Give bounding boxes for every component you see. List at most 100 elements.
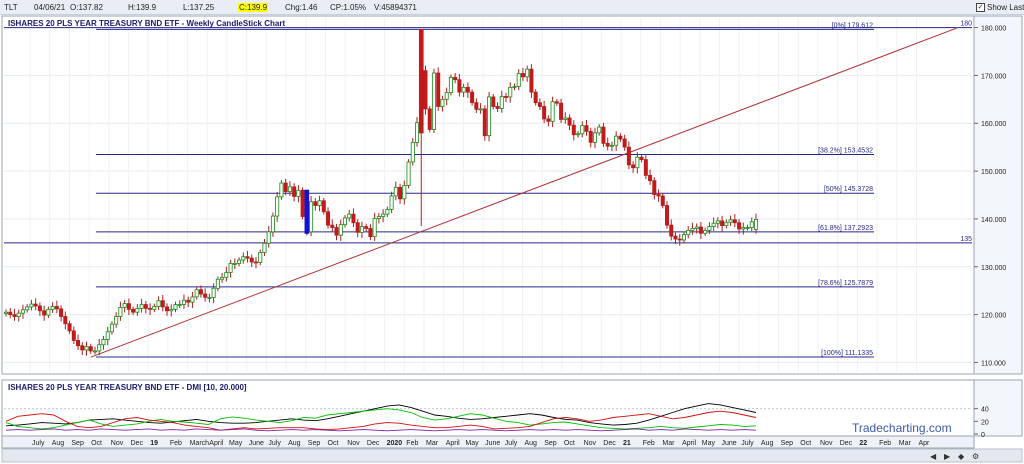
date-tick-label: Oct: [328, 440, 339, 447]
candle-up: [270, 215, 275, 233]
date-axis-strip: [1, 435, 975, 449]
candle-up: [266, 231, 271, 244]
candle-up: [431, 72, 436, 130]
date-tick-label: Aug: [52, 440, 65, 447]
candle-down: [643, 159, 648, 176]
candle-down: [436, 72, 441, 107]
candle-up: [237, 259, 242, 264]
candle-up: [224, 272, 229, 278]
candle-up: [440, 98, 445, 107]
settings-icon[interactable]: ⚙: [972, 452, 979, 461]
candle-down: [567, 117, 572, 126]
price-tick-label: 140.000: [981, 217, 1006, 224]
candle-down: [330, 224, 335, 228]
candle-down: [321, 200, 326, 213]
candle-up: [338, 224, 343, 236]
scroll-left-icon[interactable]: ◀: [930, 452, 937, 461]
candle-up: [317, 200, 322, 206]
scroll-right-icon[interactable]: ▶: [944, 452, 951, 461]
candle-up: [287, 186, 292, 193]
price-tick-label: 180.000: [981, 26, 1006, 33]
date-tick-label: Mar: [899, 440, 912, 447]
date-tick-label: July: [741, 440, 754, 447]
candle-up: [342, 217, 347, 226]
dmi-tick-label: 0: [981, 432, 985, 439]
candle-down: [665, 205, 670, 226]
date-tick-label: 19: [150, 440, 158, 447]
candle-down: [249, 257, 254, 263]
show-last-label: Show Last: [987, 3, 1024, 12]
candle-down: [8, 311, 13, 315]
candle-up: [681, 234, 686, 241]
price-gridlines: [4, 18, 972, 372]
candle-up: [694, 226, 699, 229]
dmi-series-line: [5, 408, 757, 430]
price-tick-label: 120.000: [981, 313, 1006, 320]
candle-down: [677, 238, 682, 241]
price-axis-area: [973, 15, 1023, 375]
candle-down: [618, 135, 623, 140]
candle-up: [749, 221, 754, 228]
candle-up: [487, 96, 492, 137]
date-tick-label: Sep: [781, 440, 794, 447]
date-tick-label: Feb: [170, 440, 182, 447]
candle-up: [194, 289, 199, 298]
dmi-panel: [1, 379, 975, 437]
candle-down: [334, 227, 339, 236]
candle-down: [626, 146, 631, 166]
candle-down: [660, 195, 665, 206]
candle-down: [42, 310, 47, 316]
candle-up: [114, 316, 119, 325]
candle-up: [105, 331, 110, 340]
candle-up: [381, 213, 386, 217]
candle-down: [622, 138, 627, 148]
date-tick-label: July: [32, 440, 45, 447]
date-tick-label: Oct: [800, 440, 811, 447]
candle-up: [135, 307, 140, 313]
horizontal-level-label: 135: [960, 236, 972, 243]
candle-up: [101, 339, 106, 346]
scroll-strip[interactable]: [1, 448, 1023, 463]
candle-up: [220, 276, 225, 280]
volume-value: V:45894371: [374, 3, 417, 12]
close-value: C:139.9: [238, 3, 269, 12]
candle-down: [59, 308, 64, 317]
candle-down: [71, 330, 76, 341]
price-tick-label: 160.000: [981, 121, 1006, 128]
candle-down: [131, 308, 136, 313]
candle-up: [686, 229, 691, 236]
candle-up: [415, 122, 420, 143]
candle-down: [355, 222, 360, 233]
candle-up: [754, 218, 759, 230]
candle-up: [690, 228, 695, 231]
date-tick-label: July: [268, 440, 281, 447]
candle-up: [376, 216, 381, 219]
candle-down: [143, 304, 148, 309]
candle-down: [559, 102, 564, 120]
date-tick-label: Oct: [91, 440, 102, 447]
dmi-title: ISHARES 20 PLS YEAR TREASURY BND ETF - D…: [8, 383, 247, 392]
candle-up: [550, 101, 555, 122]
show-last-checkbox[interactable]: ✓: [976, 3, 985, 12]
candle-down: [54, 306, 59, 310]
candle-up: [711, 222, 716, 227]
candle-up: [512, 86, 517, 88]
candle-up: [296, 189, 301, 197]
candle-down: [33, 303, 38, 307]
dmi-tick-label: 40: [981, 407, 989, 414]
candle-up: [207, 296, 212, 299]
fibonacci-levels: [0%] 179.612 [38.2%] 153.4532 [50%] 145.37…: [4, 21, 972, 358]
candle-down: [126, 303, 131, 310]
date-tick-label: Mar: [426, 440, 439, 447]
candle-up: [508, 86, 513, 98]
candle-up: [156, 300, 161, 307]
candle-down: [491, 96, 496, 107]
candle-up: [181, 299, 186, 305]
date-tick-label: May: [465, 440, 479, 447]
date-tick-label: Nov: [820, 440, 833, 447]
candle-down: [67, 323, 72, 332]
zoom-icon[interactable]: ◆: [958, 452, 965, 461]
candle-up: [190, 296, 195, 303]
candle-down: [732, 219, 737, 224]
trendline-layer: [90, 27, 959, 358]
